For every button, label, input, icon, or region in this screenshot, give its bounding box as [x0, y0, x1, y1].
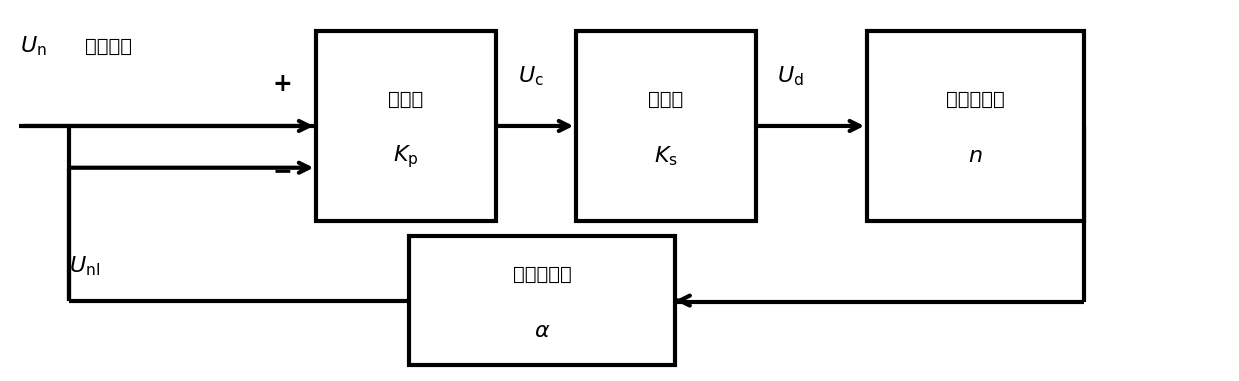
Text: 调压器: 调压器 — [648, 90, 684, 109]
Text: 测速反馈器: 测速反馈器 — [513, 264, 571, 283]
Text: $U_{\rm d}$: $U_{\rm d}$ — [777, 65, 803, 88]
Text: 给定电压: 给定电压 — [84, 37, 131, 56]
Text: +: + — [273, 72, 292, 96]
Text: $K_{\mathrm{p}}$: $K_{\mathrm{p}}$ — [393, 143, 419, 170]
Text: 调节器: 调节器 — [388, 90, 424, 109]
Bar — [409, 236, 675, 365]
Text: $K_{\mathrm{s}}$: $K_{\mathrm{s}}$ — [654, 144, 678, 168]
Bar — [316, 31, 496, 221]
Text: $U_{\rm c}$: $U_{\rm c}$ — [518, 65, 544, 88]
Bar — [867, 31, 1084, 221]
Text: $U_{\rm n}$: $U_{\rm n}$ — [21, 34, 47, 58]
Text: $\alpha$: $\alpha$ — [534, 321, 550, 341]
Text: $U_{\rm nl}$: $U_{\rm nl}$ — [68, 255, 100, 278]
Bar — [576, 31, 756, 221]
Text: 直流电动机: 直流电动机 — [945, 90, 1005, 109]
Text: $n$: $n$ — [968, 146, 983, 166]
Text: −: − — [273, 160, 292, 184]
